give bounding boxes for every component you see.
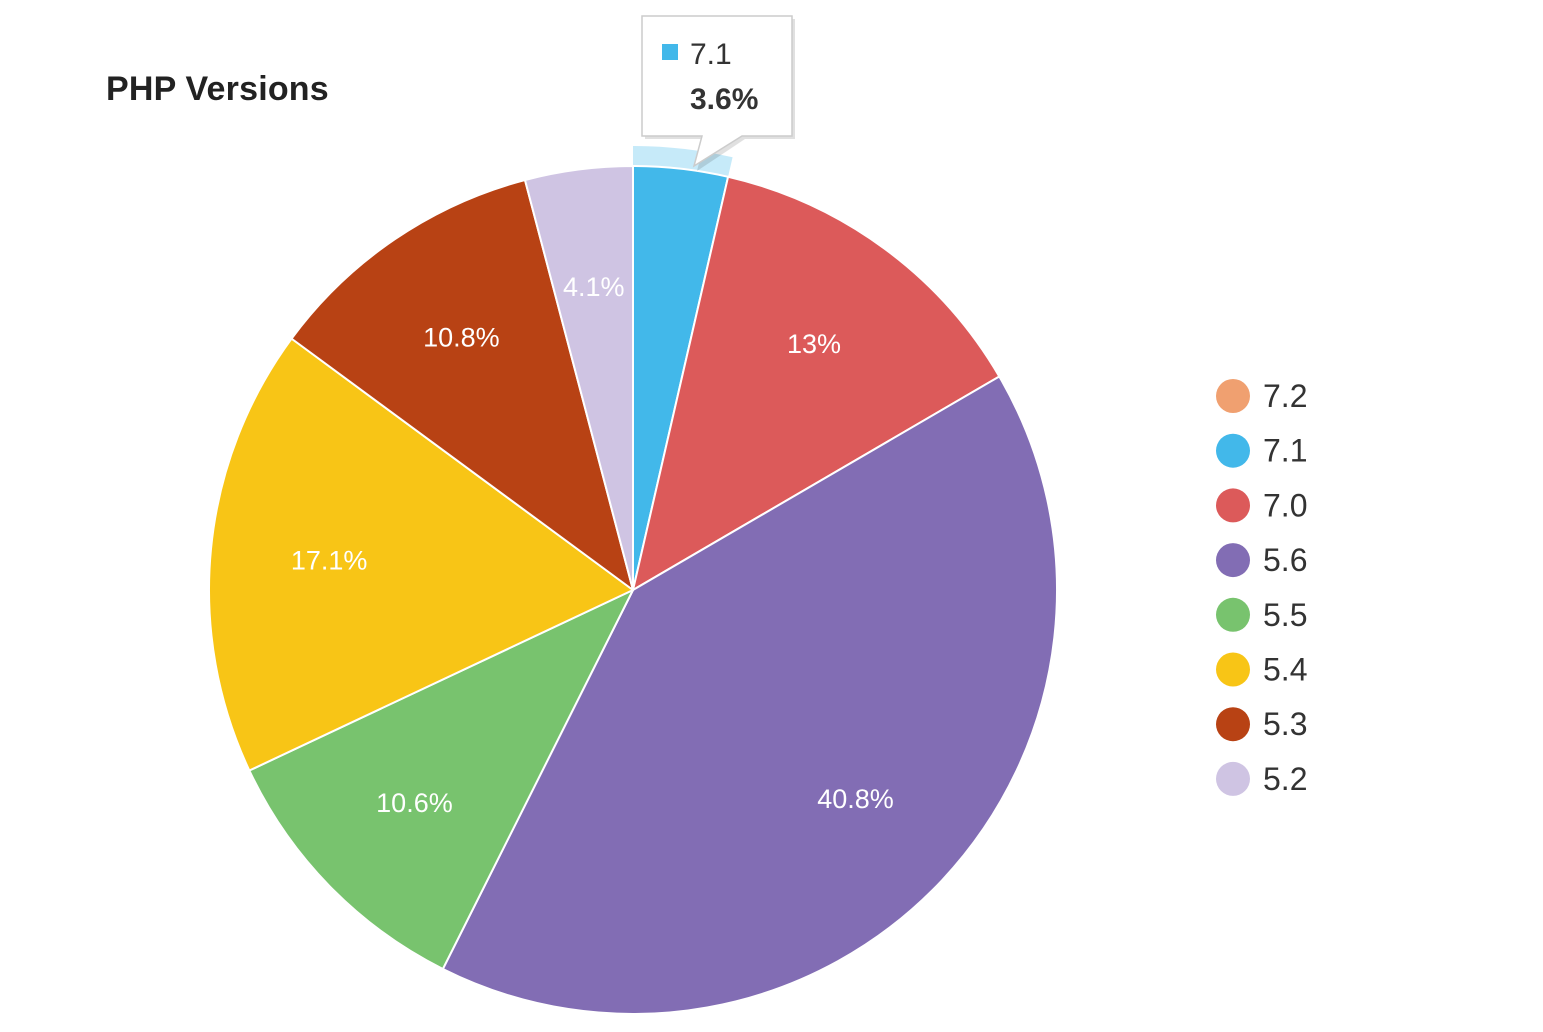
tooltip: 7.1 3.6%: [641, 15, 795, 171]
tooltip-box: 7.1 3.6%: [641, 15, 795, 171]
legend-label-5-4: 5.4: [1263, 652, 1307, 688]
legend-item-5-3[interactable]: 5.3: [1216, 706, 1307, 742]
tooltip-panel: [641, 15, 793, 168]
slice-5-4[interactable]: [208, 337, 634, 772]
legend-label-7-0: 7.0: [1263, 487, 1307, 523]
legend-item-7-0[interactable]: 7.0: [1216, 487, 1307, 523]
slice-label-5-4: 17.1%: [291, 545, 368, 575]
legend-marker-5-6: [1216, 543, 1250, 578]
legend-label-5-3: 5.3: [1263, 706, 1307, 742]
legend-marker-7-0: [1216, 488, 1250, 523]
slice-5-5[interactable]: [248, 589, 634, 970]
legend-marker-5-3: [1216, 707, 1250, 742]
slice-label-7-0: 13%: [787, 329, 841, 359]
slice-7-0[interactable]: [632, 175, 1001, 591]
legend-marker-7-1: [1216, 433, 1250, 468]
legend-item-5-5[interactable]: 5.5: [1216, 597, 1307, 633]
legend-marker-5-2: [1216, 761, 1250, 796]
slice-labels-group: 13% 40.8% 10.6% 17.1% 10.8% 4.1%: [291, 272, 894, 818]
slices-group: [208, 146, 1058, 1015]
legend-label-5-5: 5.5: [1263, 597, 1307, 633]
tooltip-value: 3.6%: [690, 83, 758, 116]
slice-label-5-5: 10.6%: [376, 788, 453, 818]
legend-item-7-1[interactable]: 7.1: [1216, 433, 1307, 469]
legend-item-5-2[interactable]: 5.2: [1216, 761, 1307, 797]
slice-label-5-6: 40.8%: [817, 784, 894, 814]
legend-label-5-2: 5.2: [1263, 761, 1307, 797]
legend-item-5-6[interactable]: 5.6: [1216, 542, 1307, 578]
legend-item-5-4[interactable]: 5.4: [1216, 652, 1307, 688]
slice-5-2[interactable]: [523, 165, 634, 591]
chart-title: PHP Versions: [106, 70, 329, 108]
slice-label-5-2: 4.1%: [563, 272, 625, 302]
slice-label-5-3: 10.8%: [423, 323, 500, 353]
legend-item-7-2[interactable]: 7.2: [1216, 378, 1307, 414]
legend: 7.2 7.1 7.0 5.6 5.5 5.4 5.3 5.2: [1216, 378, 1307, 797]
tooltip-series-name: 7.1: [690, 38, 732, 71]
legend-marker-5-4: [1216, 652, 1250, 687]
slice-5-6[interactable]: [441, 375, 1058, 1015]
legend-marker-7-2: [1216, 379, 1250, 413]
legend-label-7-2: 7.2: [1263, 378, 1307, 414]
slice-5-3[interactable]: [290, 178, 634, 591]
legend-marker-5-5: [1216, 597, 1250, 632]
legend-label-7-1: 7.1: [1263, 433, 1307, 469]
tooltip-series-marker: [662, 44, 678, 60]
legend-label-5-6: 5.6: [1263, 542, 1307, 578]
